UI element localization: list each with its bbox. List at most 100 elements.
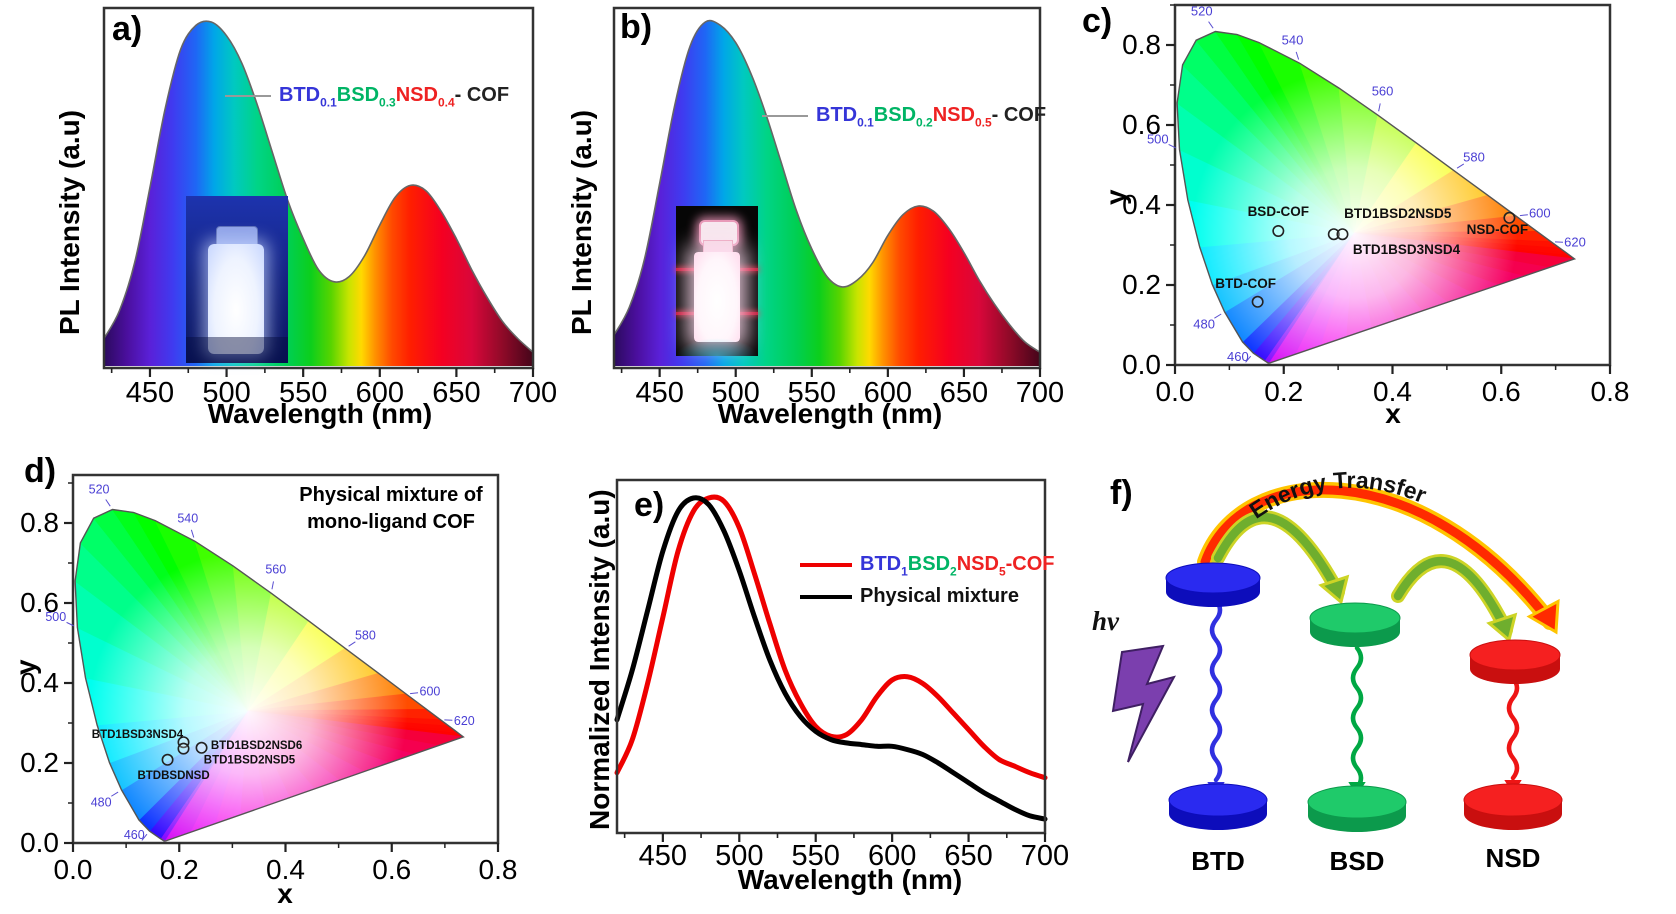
panel-b-plot: 450 500 550 600 650 700 <box>612 6 1064 409</box>
x-tick-label: 600 <box>864 377 912 409</box>
cie-point-label: BTD1BSD2NSD6 <box>211 740 302 752</box>
x-tick-label: 0.2 <box>1264 376 1303 407</box>
panel-a-legend: BTD0.1BSD0.3NSD0.4- COF <box>225 84 509 109</box>
spectrum-curve <box>103 20 534 353</box>
x-tick-label: 650 <box>944 840 992 872</box>
y-tick-label: 0.0 <box>20 827 59 858</box>
x-tick-label: 700 <box>509 377 557 409</box>
puck-top <box>1463 783 1563 817</box>
legend-text-part: BTD <box>279 84 321 106</box>
x-tick-label: 450 <box>635 377 683 409</box>
panel-a-label: a) <box>112 10 143 48</box>
x-tick-label: 450 <box>126 377 174 409</box>
y-tick-label: 0.2 <box>20 747 59 778</box>
x-tick-label: 0.4 <box>1373 376 1412 407</box>
lightning-bolt-icon <box>1111 644 1176 763</box>
vial-body <box>208 244 264 354</box>
y-tick-label: 0.8 <box>20 507 59 538</box>
x-tick-label: 650 <box>432 377 480 409</box>
legend-text-part: NSD <box>395 84 438 106</box>
wavelength-tick-line <box>1378 103 1381 112</box>
spectrum-area <box>104 21 533 367</box>
panel-d-annotation: Physical mixture of mono-ligand COF <box>288 482 494 536</box>
wavelength-tick-line <box>1214 313 1222 319</box>
x-tick-label: 600 <box>356 377 404 409</box>
unit-label-bsd: BSD <box>1329 846 1385 876</box>
puck-top <box>1309 602 1401 634</box>
wavelength-label: 540 <box>1282 32 1304 47</box>
legend-text-part: Physical mixture <box>860 585 1019 607</box>
x-tick-label: 550 <box>788 377 836 409</box>
panel-a-ylabel: PL Intensity (a.u) <box>54 109 85 335</box>
y-tick-label: 0.2 <box>1122 269 1161 300</box>
wavelength-tick-line <box>348 641 356 647</box>
x-tick-label: 550 <box>279 377 327 409</box>
x-tick-label: 0.4 <box>266 854 305 885</box>
unit-label-nsd: NSD <box>1485 843 1541 873</box>
cie-point-marker <box>1272 225 1285 238</box>
cie-point-label: BTDBSDNSD <box>137 770 209 782</box>
legend-line-swatch <box>800 562 852 567</box>
legend-text-part: - COF <box>454 84 510 106</box>
cie-point-marker <box>1503 211 1516 224</box>
panel-a-xlabel: Wavelength (nm) <box>207 398 433 429</box>
bsd-emission-beam <box>1350 645 1364 791</box>
btd-top-disc <box>1165 562 1261 607</box>
wavelength-tick-line <box>1245 355 1252 363</box>
y-tick-label: 0.4 <box>20 667 59 698</box>
wavelength-tick-line <box>1295 51 1300 60</box>
wavelength-label: 580 <box>355 628 376 642</box>
panel-b-legend: BTD0.1BSD0.2NSD0.5- COF <box>762 104 1046 129</box>
cie-point-label: BTD1BSD3NSD4 <box>92 729 184 741</box>
legend-text-part: 0.3 <box>379 95 396 110</box>
x-tick-label: 500 <box>712 377 760 409</box>
legend-text-part: NSD <box>932 104 975 126</box>
puck-top <box>1307 785 1407 819</box>
plot-border <box>102 6 535 370</box>
panel-e-label: e) <box>634 486 665 524</box>
bsd-to-nsd-energy-transfer-arrow <box>1393 556 1511 635</box>
panel-d-ylabel: y <box>10 659 41 675</box>
panel-b-label: b) <box>620 8 653 46</box>
legend-text-part: 5 <box>998 564 1006 579</box>
legend-text-part: 2 <box>950 564 957 579</box>
wavelength-label: 520 <box>1191 4 1213 19</box>
legend-text-part: BSD <box>873 104 917 126</box>
unit-label-btd: BTD <box>1191 846 1245 876</box>
panel-e-legend: BTD1BSD2NSD5-COF Physical mixture <box>800 548 1055 612</box>
puck-top <box>1165 562 1261 594</box>
y-tick-label: 0.8 <box>1122 29 1161 60</box>
panel-c-label: c) <box>1082 2 1113 40</box>
panel-f-energy-transfer-diagram: Energy Transfer <box>1111 467 1563 832</box>
y-tick-label: 0.6 <box>20 587 59 618</box>
wavelength-label: 540 <box>177 511 198 525</box>
bsd-to-nsd-arrowhead <box>1486 612 1518 643</box>
cie-point-marker <box>177 742 190 755</box>
panel-c-cie-diagram: 0.0 0.2 0.4 0.6 0.8 0.0 0.2 0.4 0.6 0.8 520 540 560 5… <box>1122 4 1629 407</box>
btd-bottom-disc <box>1168 783 1268 830</box>
wavelength-label: 480 <box>1193 316 1215 331</box>
inset-floor-glow <box>676 338 758 356</box>
hv-excitation-label: hv <box>1092 606 1119 636</box>
x-tick-label: 0.0 <box>1156 376 1195 407</box>
panel-f-label: f) <box>1110 474 1133 512</box>
y-tick-label: 0.4 <box>1122 189 1161 220</box>
panel-b-inset-photo-vial <box>676 206 758 356</box>
legend-line-swatch <box>800 594 852 599</box>
bsd-bottom-disc <box>1307 785 1407 832</box>
cie-point-marker <box>1327 228 1340 241</box>
panel-b-xlabel: Wavelength (nm) <box>717 398 943 429</box>
legend-line-swatch <box>225 94 271 97</box>
x-tick-label: 450 <box>639 840 687 872</box>
btd-to-nsd-arrowhead <box>1526 598 1560 635</box>
sample-vial <box>694 220 740 342</box>
wavelength-tick-line <box>141 833 148 841</box>
series-curve-physical-mixture <box>614 495 1048 822</box>
wavelength-label: 620 <box>454 714 475 728</box>
legend-text-part: 1 <box>901 564 908 579</box>
wavelength-label: 560 <box>265 563 286 577</box>
cie-point-label: BTD1BSD3NSD4 <box>1353 242 1461 257</box>
cie-point-label: BTD1BSD2NSD5 <box>1344 206 1452 221</box>
annotation-line-2: mono-ligand COF <box>307 511 475 533</box>
